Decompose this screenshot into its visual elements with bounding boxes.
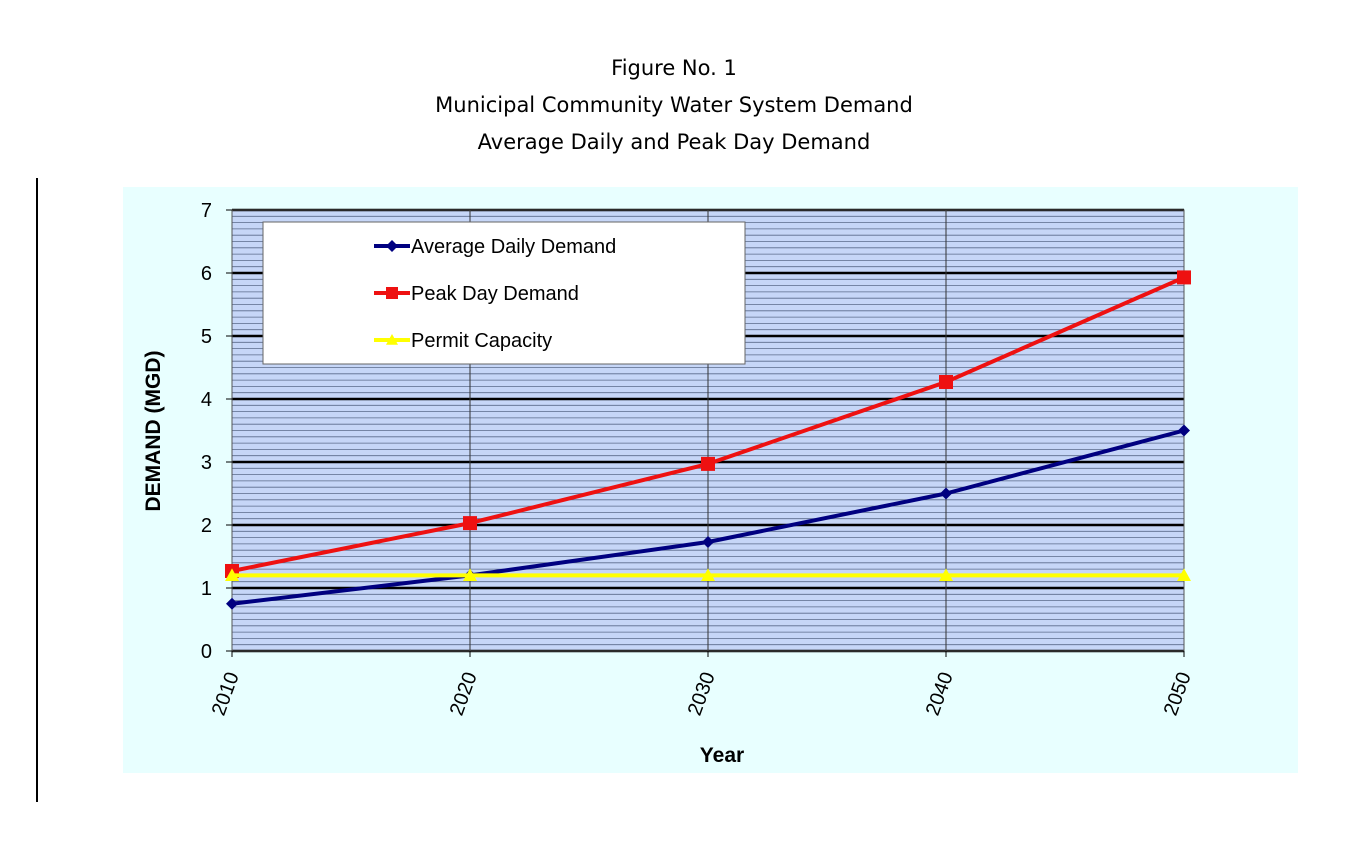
y-tick-label: 3: [201, 452, 212, 474]
legend-marker-permit-capacity: [386, 334, 398, 345]
y-tick-label: 0: [201, 641, 212, 663]
y-axis-label: DEMAND (MGD): [142, 351, 165, 512]
y-tick-label: 6: [201, 263, 212, 285]
legend-marker-average-daily-demand: [386, 240, 398, 252]
figure-title: Municipal Community Water System Demand: [435, 93, 913, 117]
y-tick-label: 1: [201, 578, 212, 600]
peak-day-demand-point: [1177, 270, 1191, 285]
legend-marker-peak-day-demand: [386, 287, 398, 299]
peak-day-demand-point: [939, 374, 953, 389]
figure-subtitle: Average Daily and Peak Day Demand: [477, 130, 871, 154]
permit-capacity-point: [701, 568, 715, 581]
average-daily-demand-point: [702, 536, 714, 549]
average-daily-demand-point: [1178, 424, 1190, 437]
figure-number: Figure No. 1: [611, 56, 737, 80]
y-tick-label: 4: [201, 389, 212, 411]
average-daily-demand-point: [940, 487, 952, 500]
y-tick-label: 5: [201, 326, 212, 348]
permit-capacity-point: [225, 568, 239, 581]
y-axis-ticks: 0 1 2 3 4 5 6 7: [201, 200, 232, 663]
peak-day-demand-point: [463, 516, 477, 531]
y-tick-label: 7: [201, 200, 212, 222]
average-daily-demand-point: [226, 597, 238, 610]
legend-box: [262, 221, 746, 365]
series-layer: [225, 270, 1191, 610]
permit-capacity-point: [939, 568, 953, 581]
legend: Average Daily Demand Peak Day Demand Permi…: [262, 221, 746, 365]
permit-capacity-point: [463, 568, 477, 581]
legend-label-peak-day-demand: Peak Day Demand: [411, 283, 579, 305]
margin-rule: [36, 178, 38, 802]
peak-day-demand-point: [701, 456, 715, 471]
y-tick-label: 2: [201, 515, 212, 537]
legend-label-average-daily-demand: Average Daily Demand: [411, 236, 616, 258]
x-axis-label: Year: [700, 744, 744, 767]
permit-capacity-point: [1177, 568, 1191, 581]
legend-label-permit-capacity: Permit Capacity: [411, 330, 552, 352]
